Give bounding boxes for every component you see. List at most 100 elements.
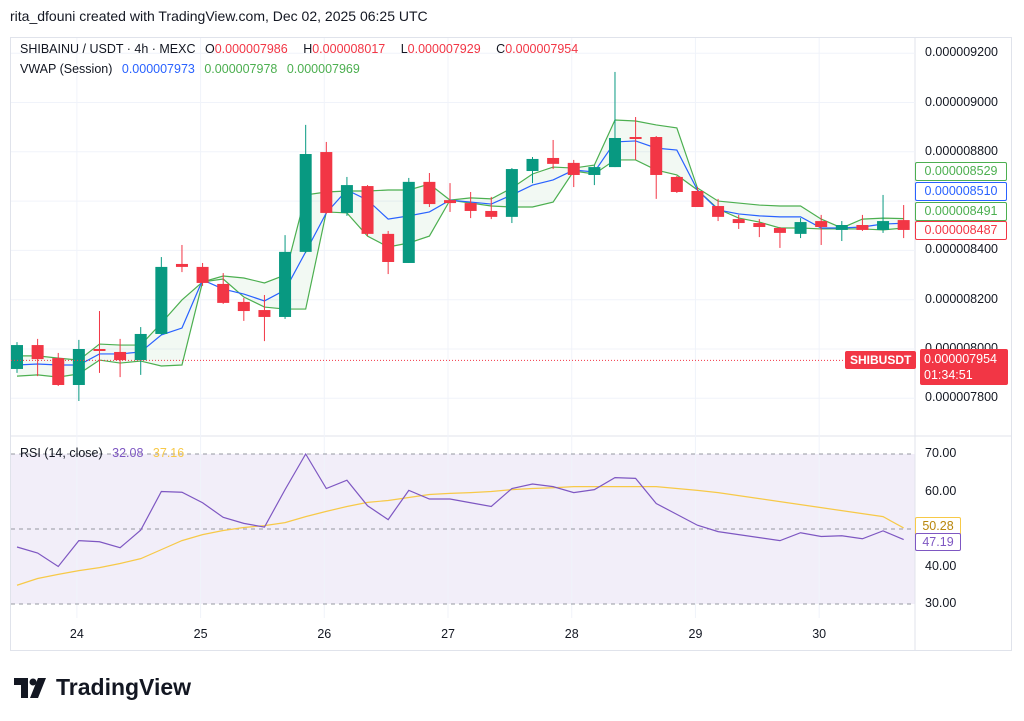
candle-body <box>320 152 333 213</box>
candle <box>547 139 560 170</box>
time-label-30: 30 <box>812 627 827 641</box>
price-marker: 0.000008510 <box>915 182 1007 201</box>
candle <box>773 226 786 248</box>
candle <box>608 71 621 168</box>
candle <box>175 244 188 273</box>
candle <box>732 214 745 229</box>
candle <box>237 297 250 321</box>
price-tick-label: 0.000009200 <box>925 45 998 60</box>
candle <box>93 311 106 373</box>
candle-body <box>650 137 663 175</box>
vwap-legend: VWAP (Session) 0.000007973 0.000007978 0… <box>20 62 366 76</box>
chart-frame <box>10 37 1012 651</box>
candle-body <box>629 137 642 140</box>
vwap-upper-value: 0.000007978 <box>204 62 278 76</box>
rsi-tick-label: 40.00 <box>925 558 957 573</box>
candle <box>258 295 271 342</box>
rsi-tick-label: 70.00 <box>925 446 957 460</box>
candle-body <box>31 345 44 360</box>
vwap-title[interactable]: VWAP (Session) <box>20 62 113 76</box>
candle <box>588 165 601 186</box>
time-label-28: 28 <box>564 627 579 641</box>
candle-body <box>93 349 106 351</box>
candle <box>155 257 168 335</box>
candle-body <box>237 301 250 312</box>
candle-body <box>691 190 704 208</box>
time-label-24: 24 <box>69 627 84 641</box>
vwap-band-fill <box>17 120 904 378</box>
candle <box>691 187 704 208</box>
candle <box>670 175 683 193</box>
candle <box>485 196 498 220</box>
candle <box>650 136 663 199</box>
tradingview-logo-icon <box>14 677 46 698</box>
price-tick-label: 0.000007800 <box>925 390 998 405</box>
candle-body <box>526 158 539 172</box>
candle <box>279 235 292 319</box>
candle <box>753 219 766 238</box>
candle-body <box>196 266 209 283</box>
candle-body <box>835 225 848 230</box>
candle <box>464 191 477 219</box>
rsi-marker: 47.19 <box>915 532 961 551</box>
candle-body <box>423 181 436 205</box>
candle <box>134 327 147 375</box>
candle <box>340 176 353 216</box>
rsi-tick-label: 30.00 <box>925 596 957 610</box>
tradingview-logo[interactable]: TradingView <box>14 674 191 701</box>
brand-name: TradingView <box>56 674 192 700</box>
candle-body <box>670 176 683 192</box>
candle <box>815 214 828 245</box>
candle <box>794 218 807 239</box>
candle <box>444 183 457 212</box>
candle-body <box>897 220 910 230</box>
rsi-tick-label: 60.00 <box>925 483 957 498</box>
candle <box>712 198 725 222</box>
rsi-ma-line <box>16 486 904 586</box>
candle-body <box>114 351 127 361</box>
candle-body <box>402 181 415 263</box>
candle-body <box>382 233 395 262</box>
candle-body <box>608 137 621 168</box>
candle-body <box>856 225 869 230</box>
open-value: O0.000007986 <box>204 42 288 56</box>
candle <box>897 205 910 239</box>
symbol-title[interactable]: SHIBAINU / USDT · 4h · MEXC <box>20 42 196 56</box>
price-marker: 0.000008487 <box>915 221 1007 240</box>
candle <box>52 352 65 386</box>
candle-body <box>773 227 786 233</box>
candle-body <box>794 222 807 234</box>
chart-credit: rita_dfouni created with TradingView.com… <box>10 8 428 24</box>
candle <box>31 338 44 377</box>
rsi-title[interactable]: RSI (14, close) <box>20 446 103 460</box>
price-tick-label: 0.000008400 <box>925 242 998 257</box>
candle <box>877 194 890 233</box>
candle-body <box>877 221 890 230</box>
candle <box>505 168 518 224</box>
candle-body <box>217 283 230 303</box>
candle-body <box>485 210 498 217</box>
low-value: L0.000007929 <box>400 42 481 56</box>
vwap-line <box>16 140 904 366</box>
price-tick-label: 0.000009000 <box>925 94 998 109</box>
candle <box>299 124 312 254</box>
rsi-value: 32.08 <box>112 446 144 460</box>
price-tick-label: 0.000008200 <box>925 291 998 306</box>
candle-body <box>505 169 518 217</box>
time-label-25: 25 <box>193 627 208 641</box>
candle-body <box>464 203 477 211</box>
candle-body <box>588 167 601 175</box>
candle-body <box>815 221 828 227</box>
candle-body <box>155 266 168 334</box>
time-label-27: 27 <box>441 627 455 641</box>
candle-body <box>361 186 374 234</box>
close-value: C0.000007954 <box>496 42 579 56</box>
price-marker: 0.000008491 <box>915 202 1007 221</box>
symbol-price-tag: SHIBUSDT <box>845 351 917 370</box>
candle <box>320 141 333 214</box>
rsi-ma-value: 37.16 <box>152 446 185 460</box>
candle <box>217 273 230 304</box>
candle <box>114 338 127 378</box>
candle-body <box>732 219 745 224</box>
